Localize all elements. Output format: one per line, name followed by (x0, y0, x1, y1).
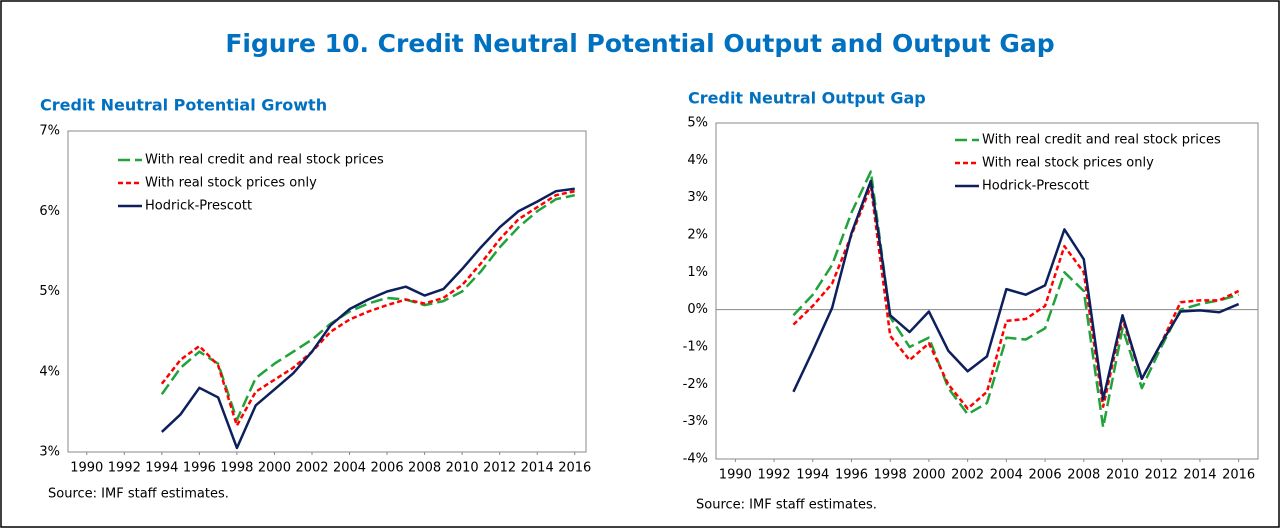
x-tick-label: 1998 (220, 461, 253, 476)
x-tick-label: 2002 (951, 468, 984, 483)
chart-title: Credit Neutral Potential Growth (40, 96, 327, 115)
y-tick-label: 4% (39, 364, 60, 379)
x-tick-label: 2010 (446, 461, 479, 476)
series-line (160, 187, 575, 450)
x-tick-label: 2004 (990, 468, 1023, 483)
legend-label: With real stock prices only (982, 156, 1154, 171)
figure-title: Figure 10. Credit Neutral Potential Outp… (225, 29, 1054, 58)
x-tick-label: 2006 (371, 461, 404, 476)
x-tick-label: 2002 (295, 461, 328, 476)
legend-label: Hodrick-Prescott (145, 199, 252, 214)
x-tick-label: 1994 (796, 468, 829, 483)
x-tick-label: 2000 (912, 468, 945, 483)
plot-frame (67, 130, 587, 453)
y-tick-label: 5% (687, 116, 708, 131)
x-tick-label: 2012 (483, 461, 516, 476)
x-tick-label: 1996 (835, 468, 868, 483)
x-tick-label: 1998 (874, 468, 907, 483)
y-tick-label: 5% (39, 284, 60, 299)
y-tick-label: 4% (687, 153, 708, 168)
y-tick-label: 6% (39, 204, 60, 219)
x-tick-label: 1996 (183, 461, 216, 476)
legend-label: With real credit and real stock prices (145, 153, 384, 168)
series-line (160, 189, 576, 427)
y-tick-label: 1% (687, 265, 708, 280)
source-note: Source: IMF staff estimates. (696, 498, 877, 513)
x-tick-label: 2008 (1067, 468, 1100, 483)
series-line (792, 170, 1239, 429)
y-tick-label: 2% (687, 228, 708, 243)
x-tick-label: 2014 (521, 461, 554, 476)
chart-title: Credit Neutral Output Gap (688, 89, 926, 108)
y-tick-label: -3% (683, 414, 708, 429)
x-tick-label: 1992 (108, 461, 141, 476)
x-tick-label: 1990 (719, 468, 752, 483)
plot-frame (715, 122, 1259, 460)
x-tick-label: 2010 (1106, 468, 1139, 483)
x-tick-label: 2000 (258, 461, 291, 476)
x-tick-label: 2016 (558, 461, 591, 476)
y-tick-label: 0% (687, 302, 708, 317)
source-note: Source: IMF staff estimates. (48, 487, 229, 502)
x-tick-label: 2012 (1145, 468, 1178, 483)
x-tick-label: 2014 (1183, 468, 1216, 483)
legend-label: With real stock prices only (145, 176, 317, 191)
legend-label: With real credit and real stock prices (982, 133, 1221, 148)
x-tick-label: 2008 (408, 461, 441, 476)
y-tick-label: -1% (683, 340, 708, 355)
series-line (160, 193, 576, 422)
series-line (792, 179, 1240, 401)
y-tick-label: 7% (39, 124, 60, 139)
x-tick-label: 2004 (333, 461, 366, 476)
x-tick-label: 2006 (1029, 468, 1062, 483)
x-tick-label: 1994 (145, 461, 178, 476)
series-line (792, 185, 1240, 410)
x-tick-label: 1990 (70, 461, 103, 476)
x-tick-label: 2016 (1222, 468, 1255, 483)
legend-label: Hodrick-Prescott (982, 179, 1089, 194)
y-tick-label: 3% (687, 190, 708, 205)
y-tick-label: -2% (683, 377, 708, 392)
x-tick-label: 1992 (758, 468, 791, 483)
y-tick-label: -4% (683, 452, 708, 467)
y-tick-label: 3% (39, 445, 60, 460)
